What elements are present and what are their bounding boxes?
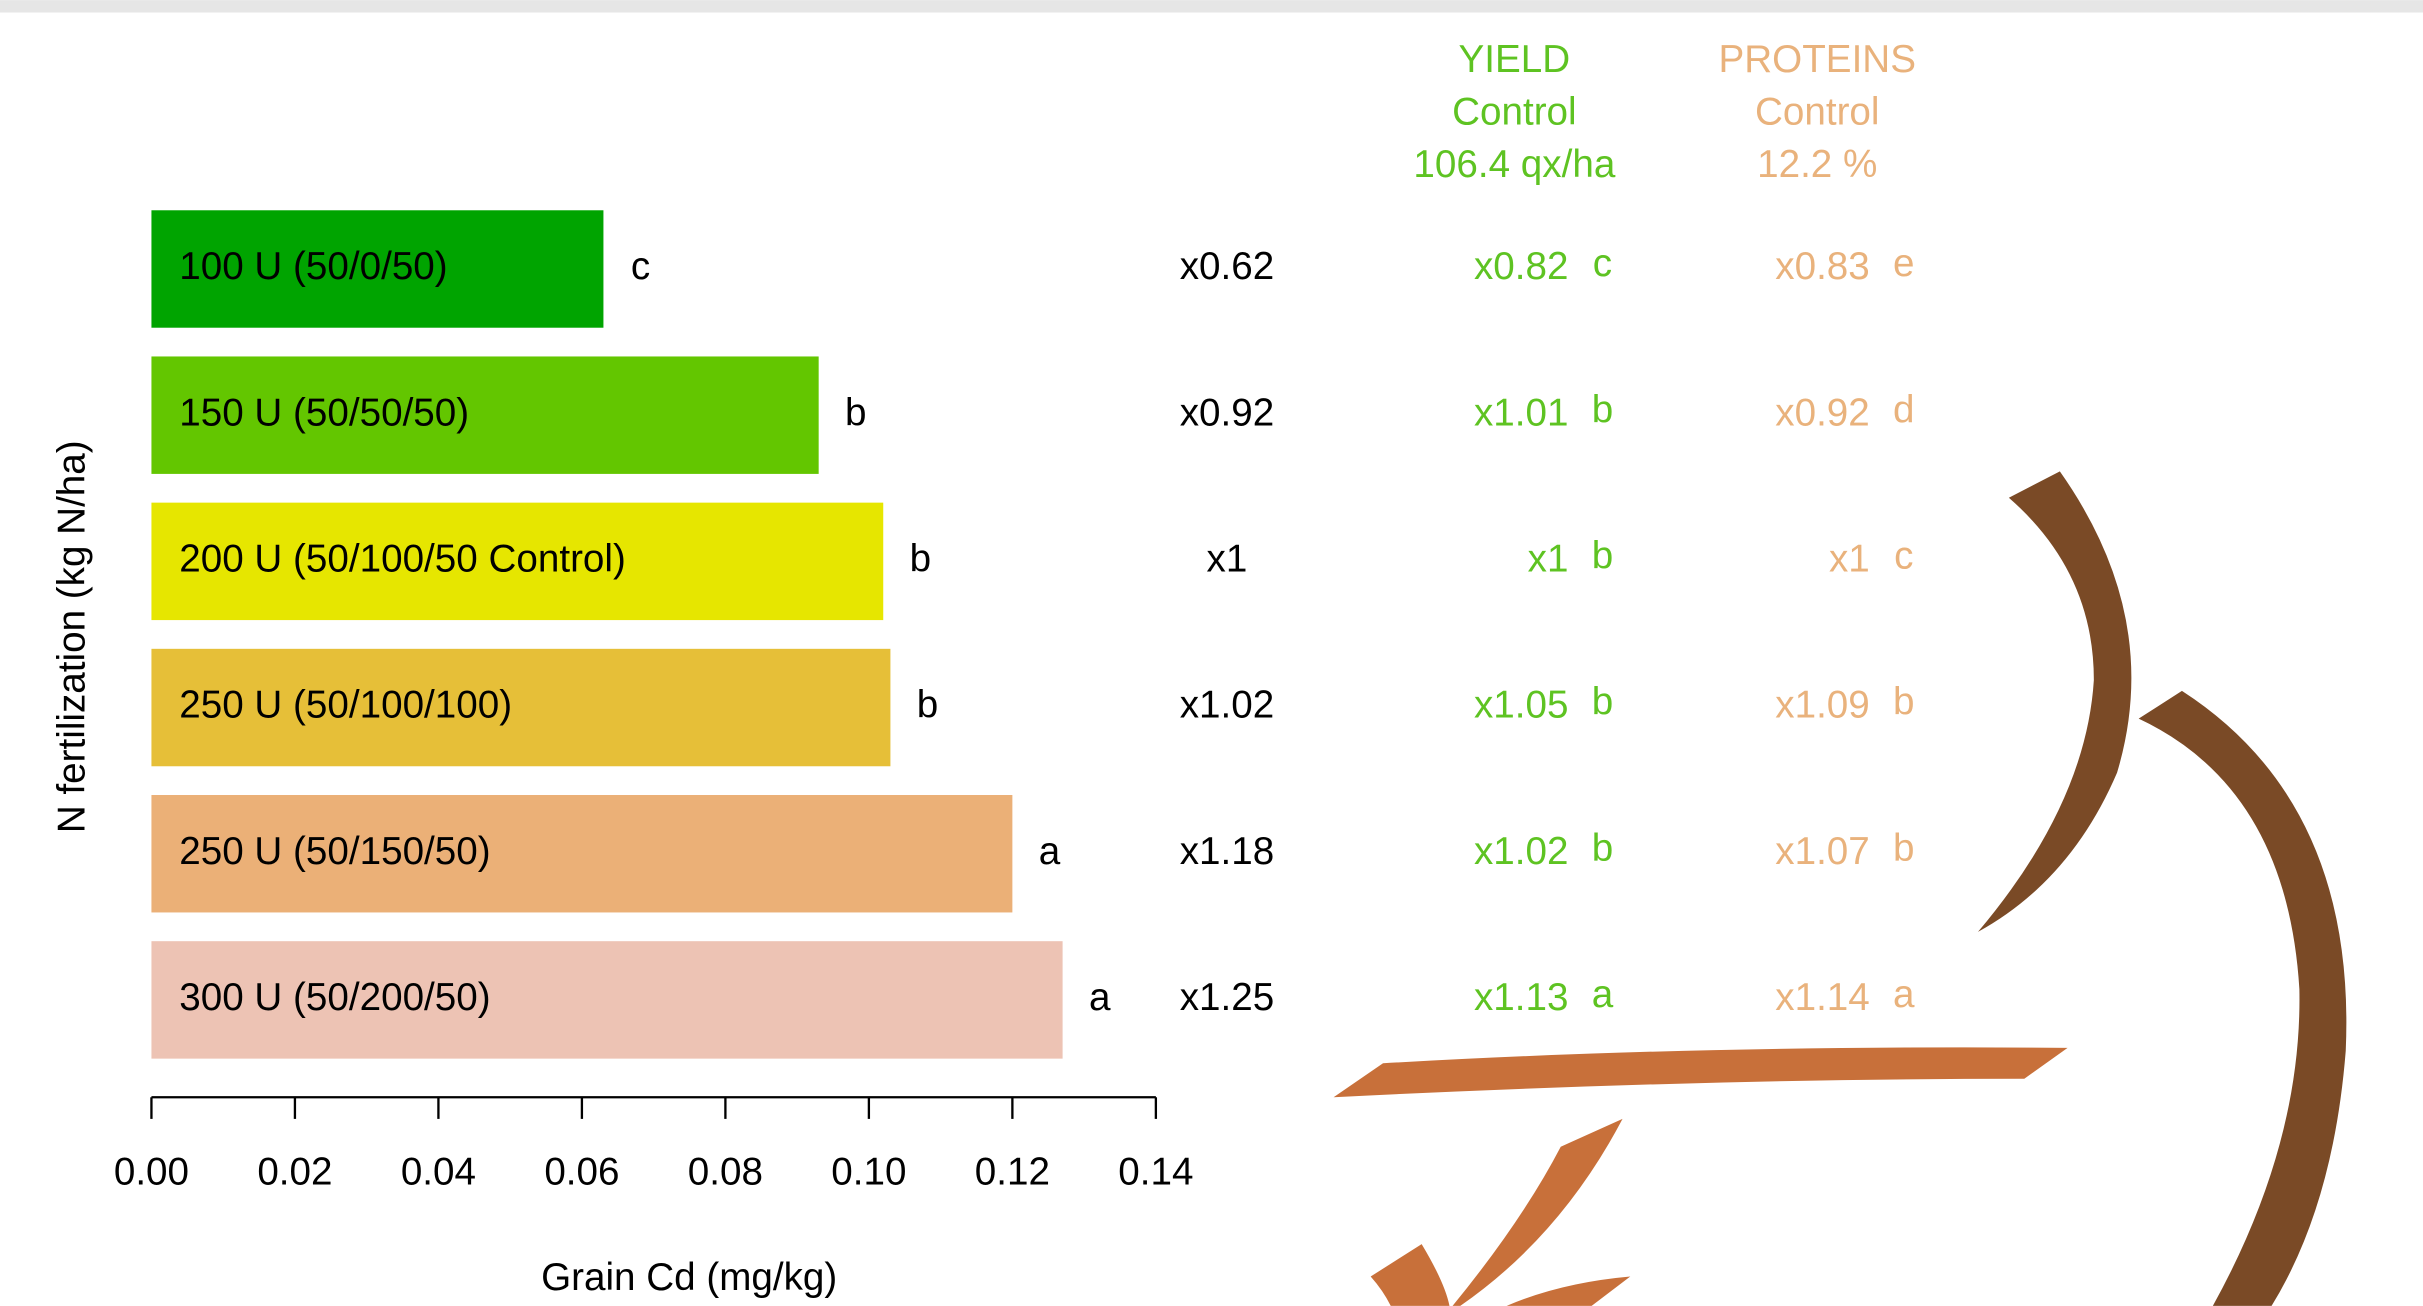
- yield-letter: b: [1592, 534, 1613, 577]
- ratio: x1.02: [1180, 684, 1275, 727]
- bar-label: 300 U (50/200/50): [179, 976, 490, 1019]
- ratio: x1: [1207, 538, 1248, 581]
- proteins-ratio: x1.14: [1775, 976, 1870, 1019]
- bar-label: 150 U (50/50/50): [179, 391, 469, 434]
- ratio: x0.92: [1180, 391, 1275, 434]
- group-letter: b: [917, 684, 938, 727]
- proteins-letter: a: [1893, 973, 1915, 1016]
- bar-label: 250 U (50/150/50): [179, 830, 490, 873]
- x-tick-label: 0.06: [544, 1151, 619, 1194]
- yield-ratio: x1.05: [1474, 684, 1569, 727]
- x-tick-label: 0.14: [1118, 1151, 1193, 1194]
- proteins-letter: e: [1893, 242, 1914, 285]
- x-tick-label: 0.02: [257, 1151, 332, 1194]
- proteins-ratio: x1.07: [1775, 830, 1870, 873]
- plant-decoration: [1978, 471, 2346, 1305]
- x-tick-label: 0.12: [975, 1151, 1050, 1194]
- group-letter: b: [845, 391, 866, 434]
- proteins-ratio: x0.83: [1775, 245, 1870, 288]
- y-axis-label: N fertilization (kg N/ha): [50, 440, 93, 833]
- ratio: x1.18: [1180, 830, 1275, 873]
- x-tick-label: 0.04: [401, 1151, 476, 1194]
- yield-ratio: x1.02: [1474, 830, 1569, 873]
- bar-label: 250 U (50/100/100): [179, 684, 512, 727]
- top-strip: [0, 0, 2423, 12]
- proteins-ratio: x1.09: [1775, 684, 1870, 727]
- bar-label: 200 U (50/100/50 Control): [179, 538, 626, 581]
- proteins-ratio: x1: [1829, 538, 1870, 581]
- proteins-header: PROTEINS: [1719, 38, 1916, 81]
- proteins-header: Control: [1755, 91, 1880, 134]
- proteins-header: 12.2 %: [1757, 143, 1877, 186]
- group-letter: c: [631, 245, 650, 288]
- yield-ratio: x1.13: [1474, 976, 1569, 1019]
- group-letter: a: [1089, 976, 1111, 1019]
- x-tick-label: 0.00: [114, 1151, 189, 1194]
- yield-letter: b: [1592, 388, 1613, 431]
- bar-label: 100 U (50/0/50): [179, 245, 447, 288]
- yield-ratio: x0.82: [1474, 245, 1569, 288]
- proteins-letter: b: [1893, 681, 1914, 724]
- yield-letter: b: [1592, 681, 1613, 724]
- group-letter: a: [1039, 830, 1061, 873]
- yield-ratio: x1.01: [1474, 391, 1569, 434]
- x-axis-label: Grain Cd (mg/kg): [541, 1256, 837, 1299]
- x-tick-label: 0.08: [688, 1151, 763, 1194]
- group-letter: b: [910, 538, 931, 581]
- ratio: x1.25: [1180, 976, 1275, 1019]
- x-tick-label: 0.10: [831, 1151, 906, 1194]
- yield-letter: a: [1592, 973, 1614, 1016]
- yield-header: 106.4 qx/ha: [1413, 143, 1615, 186]
- proteins-ratio: x0.92: [1775, 391, 1870, 434]
- yield-letter: c: [1593, 242, 1612, 285]
- leaf-decoration: [1334, 1047, 2068, 1306]
- ratio: x0.62: [1180, 245, 1275, 288]
- proteins-letter: b: [1893, 827, 1914, 870]
- chart: Grain Cd (mg/kg) N fertilization (kg N/h…: [0, 0, 2423, 1306]
- yield-header: YIELD: [1459, 38, 1571, 81]
- yield-header: Control: [1452, 91, 1577, 134]
- yield-letter: b: [1592, 827, 1613, 870]
- yield-ratio: x1: [1528, 538, 1569, 581]
- proteins-letter: c: [1894, 534, 1913, 577]
- proteins-letter: d: [1893, 388, 1914, 431]
